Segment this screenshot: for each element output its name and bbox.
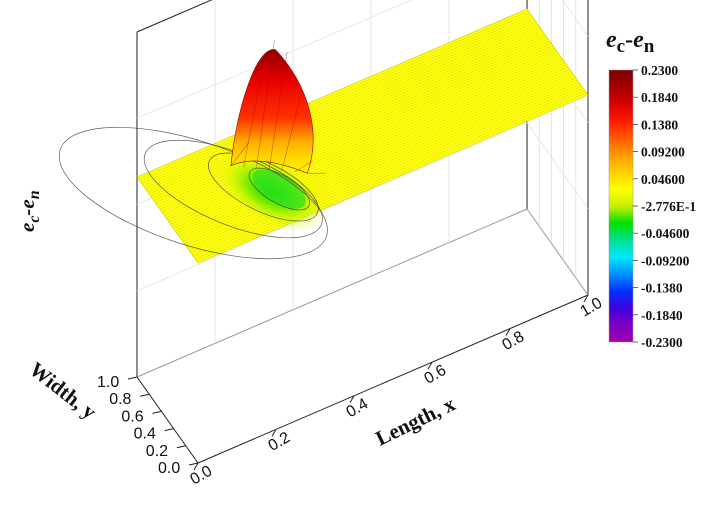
surface-mesh-line	[149, 25, 540, 195]
surface-mesh-line	[190, 84, 581, 253]
surface-mesh-line	[191, 86, 582, 255]
z-axis-label: ec-en	[15, 190, 43, 232]
ridge-striation	[256, 40, 275, 169]
colorbar-ticks	[633, 69, 638, 343]
y-tick-label-2: 0.4	[134, 426, 156, 443]
surface	[58, 8, 589, 264]
surface-mesh-line	[146, 21, 537, 191]
surface-mesh-line	[143, 17, 534, 186]
box-edge-floor-back	[136, 208, 528, 378]
y-tick-mark-0	[188, 462, 199, 466]
x-tick-mark-1	[271, 429, 277, 437]
colorbar: 0.2300 0.1840 0.1380 0.09200 0.04600 -2.776E-…	[606, 27, 696, 350]
colorbar-label-0: 0.2300	[641, 63, 678, 78]
y-axis-line	[136, 376, 199, 464]
surface-mesh-line	[196, 92, 587, 262]
z-label-sub2: n	[26, 190, 43, 199]
x-axis-line	[197, 294, 589, 464]
z-label-e2: e	[15, 199, 39, 208]
colorbar-label-10: -0.2300	[641, 335, 683, 350]
x-tick-label-5: 1.0	[578, 295, 606, 321]
colorbar-label-4: 0.04600	[641, 172, 685, 187]
surface-mesh-line	[184, 75, 575, 244]
y-axis-ticks: 0.00.20.40.60.81.0	[97, 374, 199, 477]
y-axis-label: Width, y	[25, 357, 101, 424]
y-tick-label-4: 0.8	[109, 391, 131, 408]
ridge-striation	[294, 160, 313, 173]
cb-title-dash: -	[625, 27, 633, 53]
y-tick-mark-2	[164, 428, 174, 432]
ridge-striation	[268, 51, 288, 170]
x-tick-label-1: 0.2	[266, 429, 294, 455]
y-tick-mark-3	[152, 410, 162, 414]
x-tick-label-3: 0.6	[422, 362, 450, 388]
colorbar-label-6: -0.04600	[641, 226, 690, 241]
colorbar-label-5: -2.776E-1	[641, 199, 696, 214]
trough-core	[252, 169, 306, 209]
surface-mesh-line	[138, 10, 529, 180]
peak-ridge	[230, 49, 314, 174]
z-label-sub1: c	[26, 216, 43, 223]
colorbar-labels: 0.2300 0.1840 0.1380 0.09200 0.04600 -2.776E-…	[641, 63, 696, 350]
y-tick-mark-4	[140, 393, 150, 397]
z-label-dash: -	[15, 209, 39, 216]
grid-horizontal-1	[136, 122, 589, 292]
x-tick-mark-3	[427, 361, 433, 370]
colorbar-gradient	[608, 69, 634, 343]
x-tick-mark-4	[505, 328, 511, 336]
box-edge-top-back	[136, 0, 213, 33]
surface-mesh-line	[185, 77, 576, 247]
cb-title-e2: e	[633, 27, 644, 53]
colorbar-label-2: 0.1380	[641, 117, 678, 132]
y-tick-label-5: 1.0	[97, 374, 119, 391]
surface-mesh-line	[188, 81, 579, 251]
ridge-striation	[243, 72, 262, 168]
surface-mesh-line	[193, 88, 584, 257]
x-tick-mark-5	[583, 294, 589, 303]
x-tick-mark-2	[349, 395, 355, 404]
colorbar-label-9: -0.1840	[641, 308, 683, 323]
cb-title-sub2: n	[644, 36, 655, 57]
surface-mesh-line	[187, 79, 578, 249]
ridge-striation	[230, 142, 250, 166]
y-tick-label-1: 0.2	[146, 443, 168, 460]
surface-mesh-line	[139, 13, 531, 182]
surface-mesh-line	[147, 23, 538, 193]
surface-mesh-line	[141, 15, 532, 184]
colorbar-title: ec-en	[606, 27, 655, 57]
colorbar-label-8: -0.1380	[641, 281, 683, 296]
y-tick-mark-5	[127, 376, 138, 380]
cb-title-sub1: c	[617, 36, 625, 57]
x-tick-label-2: 0.4	[344, 395, 372, 421]
x-tick-label-4: 0.8	[500, 328, 528, 354]
x-tick-mark-0	[193, 462, 199, 471]
colorbar-label-1: 0.1840	[641, 90, 678, 105]
contour-line-3	[248, 167, 310, 211]
x-axis-ticks: 0.0 0.2 0.4 0.6 0.8 1.0	[188, 294, 606, 489]
x-axis-label: Length, x	[372, 391, 460, 450]
x-tick-label-0: 0.0	[188, 463, 216, 489]
y-tick-label-3: 0.6	[121, 408, 143, 425]
colorbar-label-7: -0.09200	[641, 253, 690, 268]
cb-title-e1: e	[606, 27, 617, 53]
surface-mesh-line	[194, 90, 586, 259]
y-tick-mark-1	[176, 445, 186, 449]
box-edge-floor-right	[526, 208, 589, 296]
colorbar-label-3: 0.09200	[641, 145, 685, 160]
y-tick-label-0: 0.0	[158, 460, 180, 477]
ridge-striation	[281, 98, 301, 171]
surface-mesh-line	[150, 28, 541, 197]
contour-line-2	[208, 152, 319, 222]
z-label-e1: e	[15, 223, 39, 232]
